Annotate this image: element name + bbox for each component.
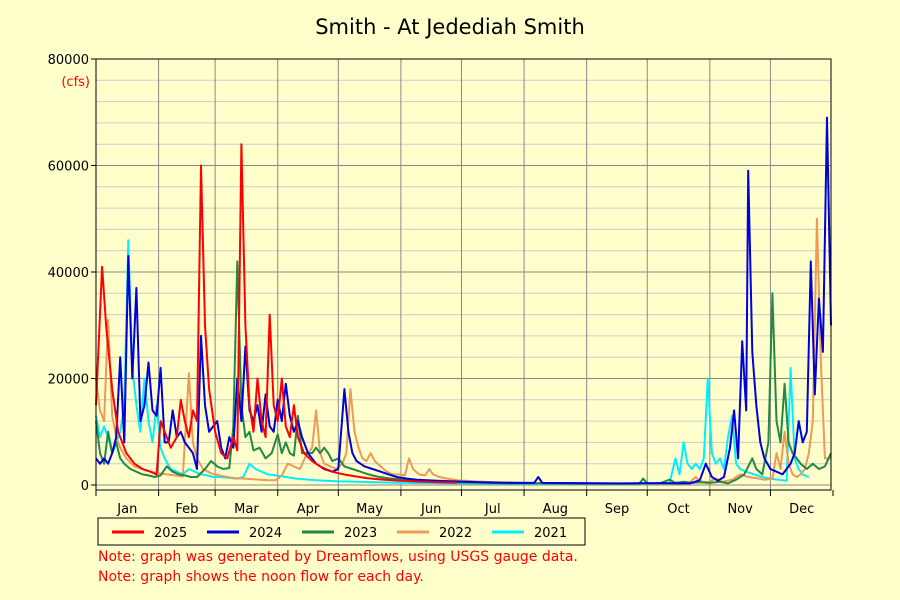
- legend-label-2021: 2021: [534, 526, 567, 541]
- x-tick-label-oct: Oct: [667, 502, 689, 517]
- y-tick-label: 60000: [48, 160, 89, 175]
- chart-title: Smith - At Jedediah Smith: [315, 15, 585, 39]
- series-line-2023: [95, 260, 832, 485]
- x-tick-label-feb: Feb: [175, 502, 198, 517]
- y-axis-label: (cfs): [61, 75, 90, 90]
- x-tick-label-sep: Sep: [605, 502, 630, 517]
- plot-area: [95, 58, 832, 491]
- x-tick-label-apr: Apr: [297, 502, 320, 517]
- x-tick-label-nov: Nov: [727, 502, 753, 517]
- x-tick-label-jan: Jan: [116, 502, 137, 517]
- grid: [96, 58, 831, 490]
- series-line-2025: [95, 143, 458, 484]
- series-line-2021: [95, 239, 810, 485]
- note-noon-flow: Note: graph shows the noon flow for each…: [98, 569, 424, 585]
- y-tick-label: 80000: [48, 53, 89, 68]
- x-tick-label-dec: Dec: [789, 502, 814, 517]
- x-tick-label-jun: Jun: [420, 502, 441, 517]
- legend-label-2023: 2023: [344, 526, 377, 541]
- x-tick-label-mar: Mar: [234, 502, 259, 517]
- note-data-source: Note: graph was generated by Dreamflows,…: [98, 549, 578, 565]
- legend-label-2024: 2024: [249, 526, 282, 541]
- legend-label-2025: 2025: [154, 526, 187, 541]
- series-layer: [95, 116, 832, 485]
- series-line-2022: [95, 217, 831, 485]
- x-tick-label-aug: Aug: [543, 502, 568, 517]
- legend: 2025 2024 2023 2022 2021: [97, 517, 586, 546]
- y-tick-label: 20000: [48, 373, 89, 388]
- plot-frame: [95, 58, 832, 491]
- y-tick-label: 0: [81, 479, 89, 494]
- x-tick-label-jul: Jul: [484, 502, 501, 517]
- legend-label-2022: 2022: [439, 526, 472, 541]
- y-tick-label: 40000: [48, 266, 89, 281]
- axes: 0 20000 40000 60000 80000 Jan Feb Mar Apr May Jun J…: [48, 53, 834, 517]
- x-tick-label-may: May: [356, 502, 383, 517]
